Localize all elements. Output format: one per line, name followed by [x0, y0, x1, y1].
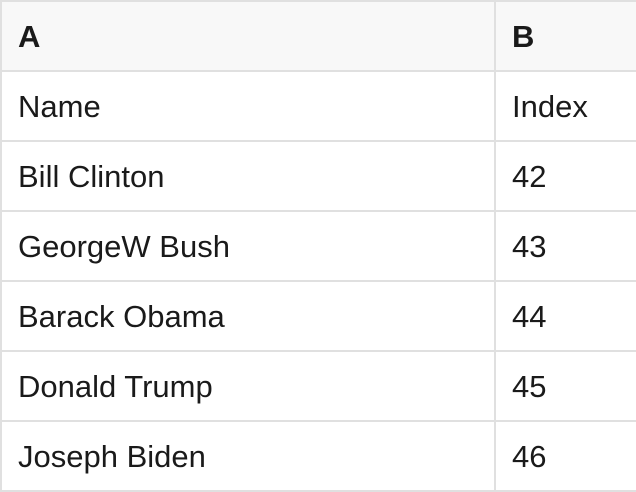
table-cell-index[interactable]: 43: [512, 228, 547, 264]
table-cell-name[interactable]: Barack Obama: [2, 282, 496, 350]
table-row: Barack Obama 44: [2, 282, 636, 352]
table-cell-name[interactable]: Name: [2, 72, 496, 140]
table-cell-name[interactable]: Joseph Biden: [2, 422, 496, 490]
table-cell-name[interactable]: Bill Clinton: [2, 142, 496, 210]
table-cell-name[interactable]: GeorgeW Bush: [2, 212, 496, 280]
column-header-b[interactable]: B: [512, 18, 535, 54]
table-row: Joseph Biden 46: [2, 422, 636, 492]
table-cell-index[interactable]: Index: [512, 88, 588, 124]
table-row: Name Index: [2, 72, 636, 142]
table-row: GeorgeW Bush 43: [2, 212, 636, 282]
table-cell-index[interactable]: 42: [512, 158, 547, 194]
table-cell-index[interactable]: 45: [512, 368, 547, 404]
table-row: Bill Clinton 42: [2, 142, 636, 212]
table-row: Donald Trump 45: [2, 352, 636, 422]
table-cell-name[interactable]: Donald Trump: [2, 352, 496, 420]
table-cell-index[interactable]: 44: [512, 298, 547, 334]
column-header-row: A B: [2, 2, 636, 72]
table-cell-index[interactable]: 46: [512, 438, 547, 474]
column-header-a[interactable]: A: [2, 2, 496, 70]
